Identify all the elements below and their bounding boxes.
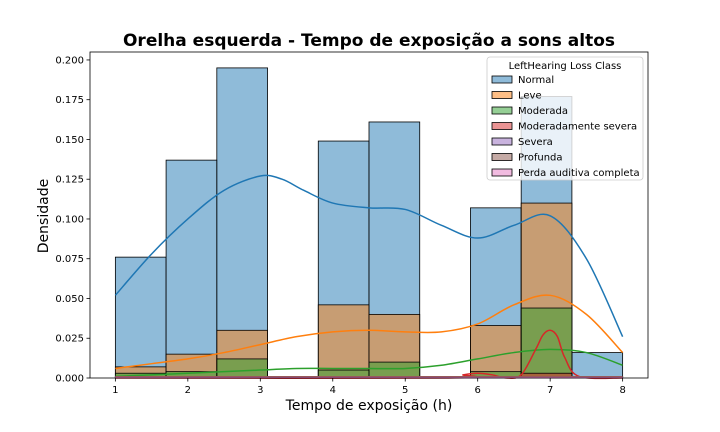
- legend-label-2: Moderada: [518, 106, 568, 117]
- legend-swatch-4: [491, 137, 513, 146]
- y-axis-title: Densidade: [36, 179, 52, 253]
- legend-swatch-1: [491, 91, 513, 99]
- legend-swatch-3: [491, 122, 513, 130]
- bar-series-0-bin-2: [216, 67, 268, 379]
- bar-series-2-bin-8: [520, 307, 573, 379]
- y-tick-label: 0.025: [55, 334, 84, 345]
- x-tick-label: 6: [475, 385, 481, 396]
- bar-series-0-bin-1: [165, 159, 218, 379]
- y-tick-label: 0.075: [55, 254, 84, 265]
- x-axis-title: Tempo de exposição (h): [285, 398, 453, 414]
- legend-label-0: Normal: [518, 75, 554, 86]
- legend: LeftHearing Loss Class Normal Leve Moderad…: [486, 56, 644, 181]
- legend-swatch-6: [491, 168, 513, 177]
- legend-swatch-5: [491, 153, 513, 161]
- legend-label-4: Severa: [518, 137, 553, 148]
- kde-line-series-0: [114, 174, 624, 337]
- y-tick-label: 0.200: [55, 55, 84, 66]
- x-tick-label: 3: [257, 385, 263, 396]
- bars-layer: [114, 67, 624, 379]
- chart-title: Orelha esquerda - Tempo de exposição a s…: [123, 31, 615, 51]
- legend-label-3: Moderadamente severa: [518, 122, 637, 133]
- kde-line-series-2: [115, 348, 623, 378]
- legend-swatch-0: [491, 75, 513, 84]
- x-tick-label: 5: [402, 385, 408, 396]
- bar-series-1-bin-4: [317, 304, 370, 379]
- y-tick-label: 0.175: [55, 95, 84, 106]
- legend-swatch-2: [491, 106, 513, 115]
- bar-series-1-bin-7: [470, 325, 522, 379]
- legend-items: Normal Leve Moderada Moderadamente severa Se…: [491, 75, 640, 179]
- x-tick-label: 2: [185, 385, 191, 396]
- legend-title: LeftHearing Loss Class: [509, 61, 622, 72]
- y-tick-label: 0.000: [55, 374, 84, 385]
- kde-line-series-1: [115, 294, 624, 370]
- y-tick-label: 0.050: [55, 294, 84, 305]
- legend-label-1: Leve: [518, 91, 542, 102]
- bar-series-0-bin-0: [114, 256, 167, 379]
- y-tick-label: 0.125: [55, 175, 84, 186]
- x-tick-label: 8: [619, 385, 625, 396]
- legend-box: [486, 56, 644, 181]
- legend-label-6: Perda auditiva completa: [518, 168, 640, 179]
- x-tick-label: 4: [330, 385, 336, 396]
- y-tick-label: 0.100: [55, 214, 84, 225]
- x-tick-label: 7: [547, 385, 553, 396]
- x-axis: 1 2 3 4 5 6 7 8: [112, 378, 626, 396]
- bar-series-2-bin-2: [216, 358, 268, 379]
- y-tick-label: 0.150: [55, 135, 84, 146]
- x-tick-label: 1: [112, 385, 118, 396]
- bar-series-2-bin-5: [368, 361, 421, 379]
- y-axis: 0.000 0.025 0.050 0.075 0.100 0.125 0.150 0.175…: [55, 55, 90, 385]
- plot-frame: [89, 51, 649, 379]
- legend-label-5: Profunda: [518, 153, 563, 164]
